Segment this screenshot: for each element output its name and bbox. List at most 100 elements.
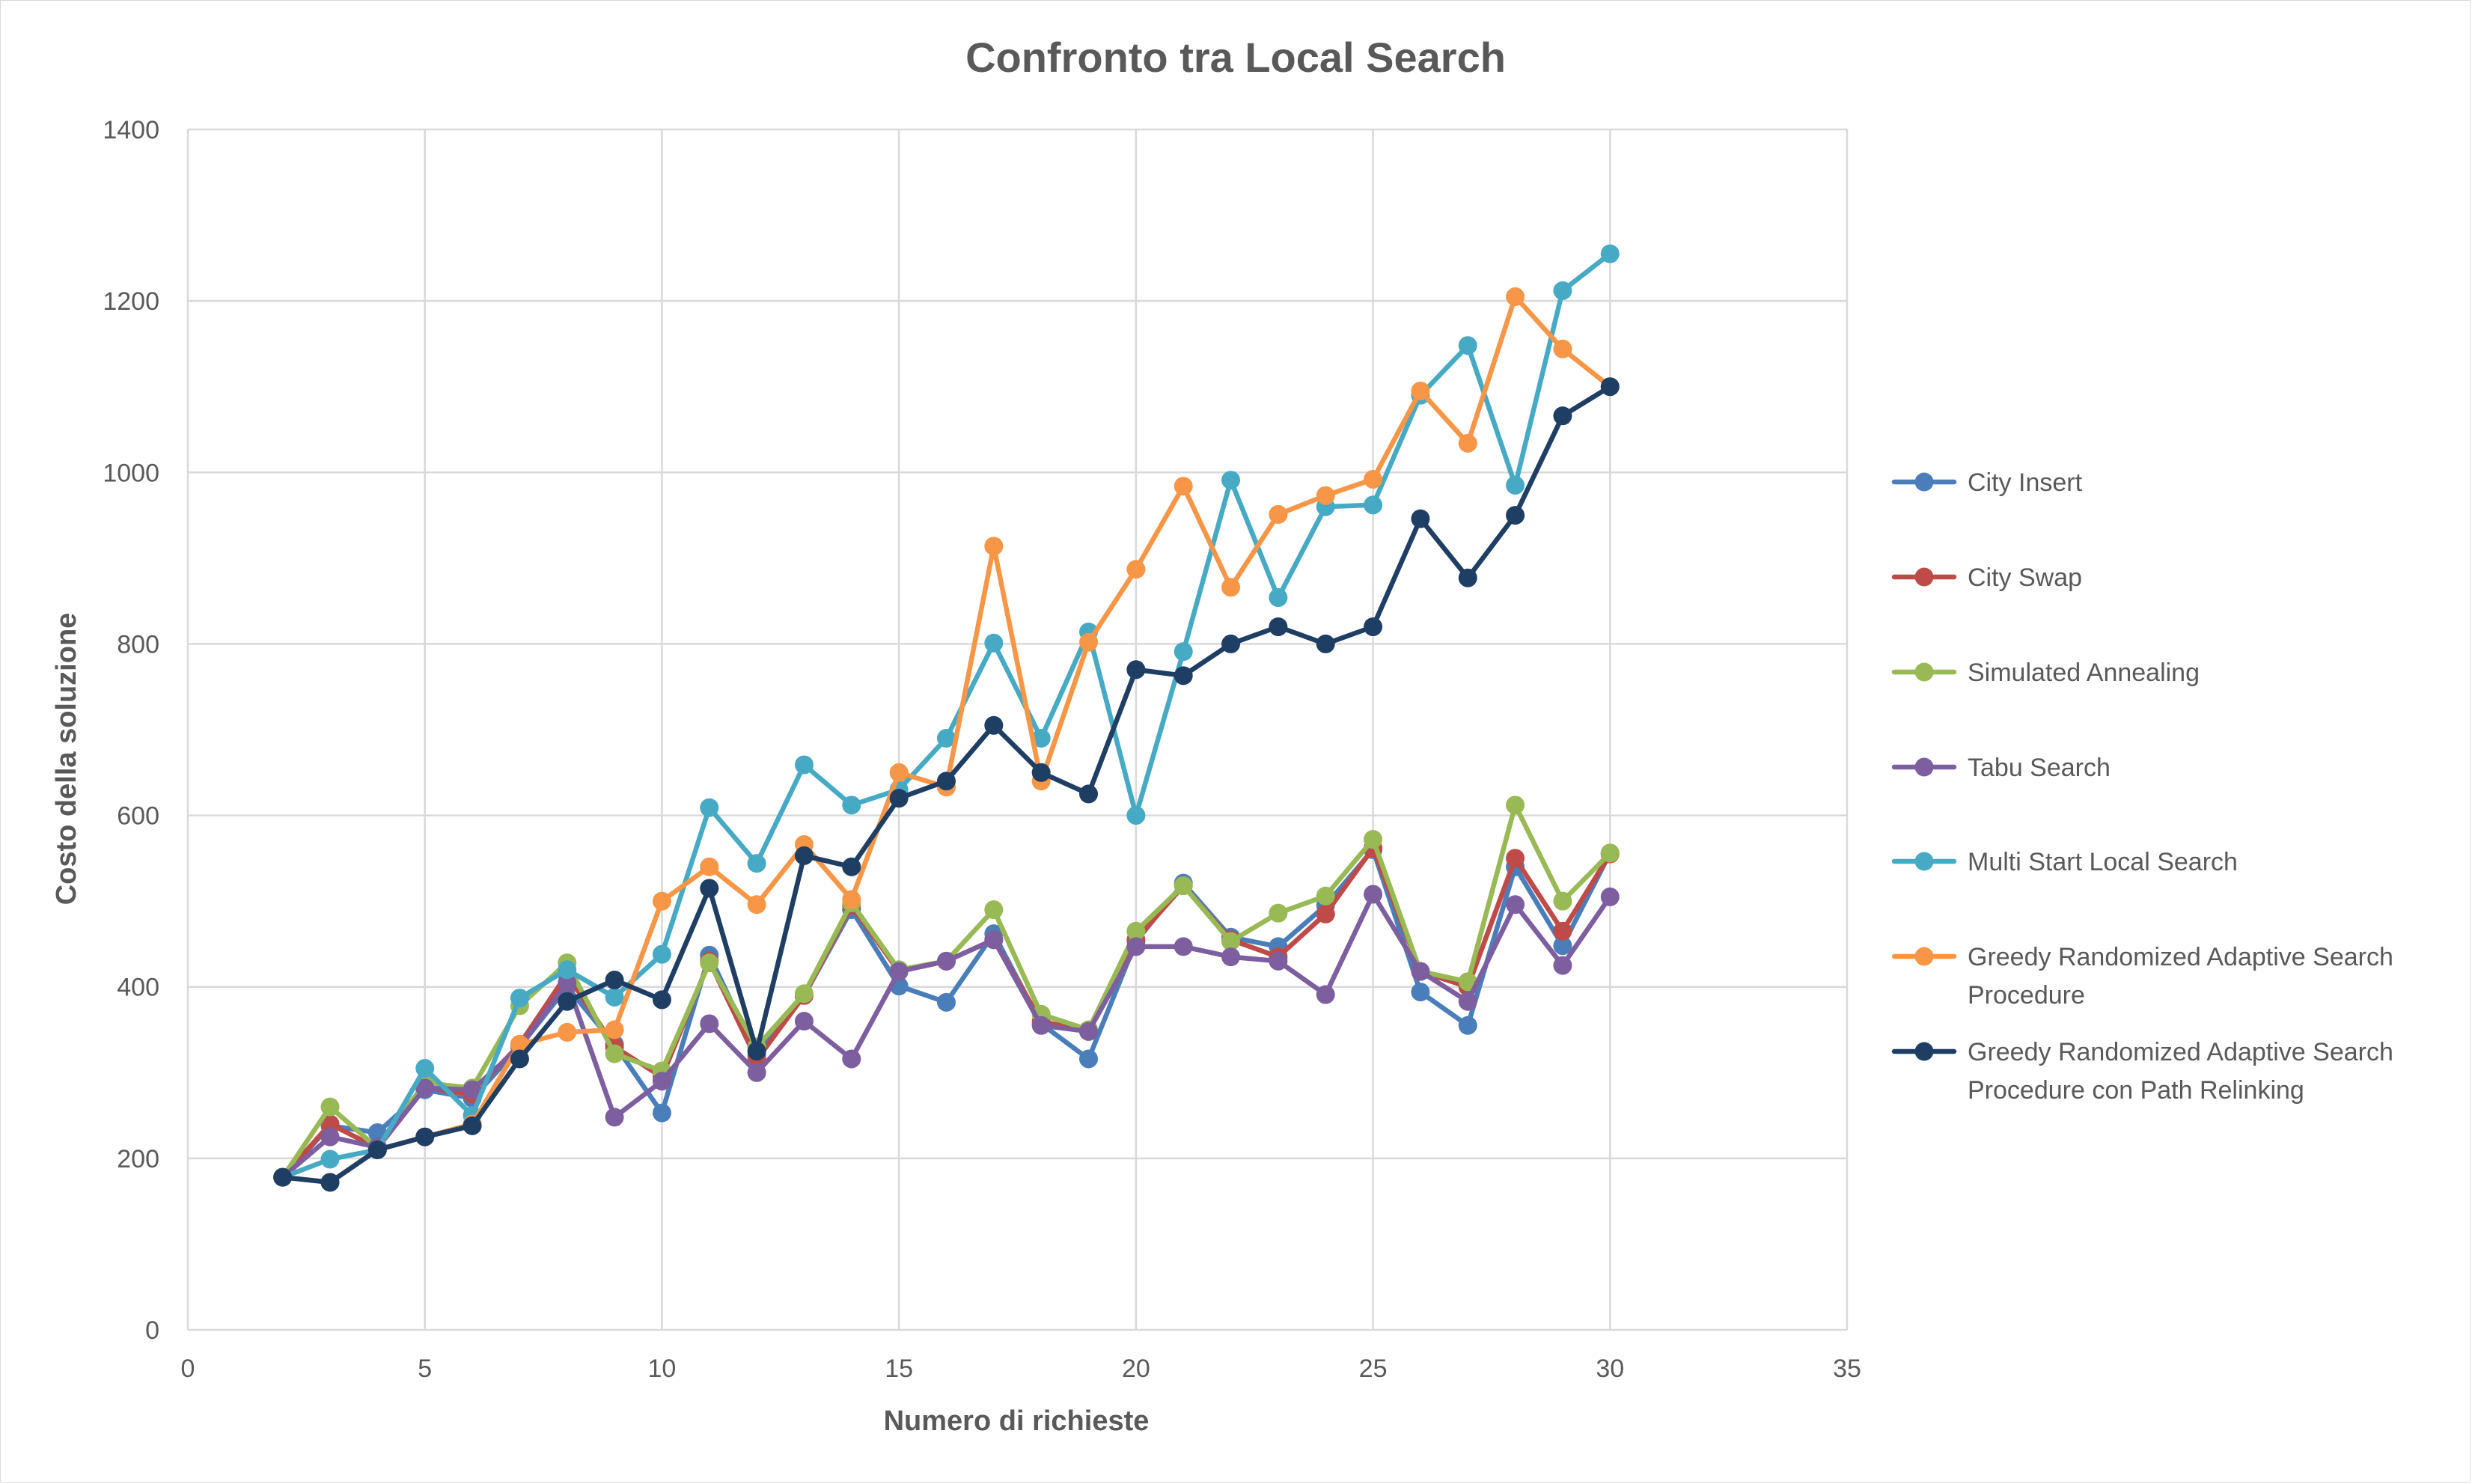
data-point (1031, 763, 1051, 782)
data-point (1506, 895, 1525, 914)
data-point (1600, 843, 1620, 863)
data-point (1316, 634, 1335, 653)
data-point (747, 895, 766, 914)
x-tick-label: 30 (1596, 1355, 1624, 1383)
legend-label: Greedy Randomized Adaptive Search (1968, 943, 2393, 971)
legend-label: Tabu Search (1968, 754, 2111, 782)
data-point (558, 1022, 577, 1042)
y-tick-label: 400 (117, 974, 159, 1002)
data-point (1126, 806, 1146, 825)
data-point (1269, 504, 1288, 524)
data-point (1174, 477, 1193, 496)
series-line (280, 891, 1613, 1180)
data-point (415, 1127, 435, 1146)
data-point (1458, 972, 1477, 992)
data-point (558, 973, 577, 992)
data-point (1411, 381, 1430, 400)
data-point (842, 857, 861, 876)
data-point (1553, 956, 1572, 975)
legend-marker (1914, 1042, 1934, 1061)
data-point (1600, 244, 1620, 263)
data-point (1364, 617, 1383, 637)
data-point (1079, 1049, 1099, 1069)
data-point (415, 1078, 435, 1098)
data-point (700, 857, 719, 876)
data-point (1269, 903, 1288, 923)
data-point (510, 989, 529, 1008)
data-point (984, 633, 1004, 653)
x-tick-label: 10 (648, 1355, 677, 1383)
data-point (1458, 568, 1477, 587)
legend-marker (1914, 662, 1934, 682)
data-point (747, 854, 766, 873)
data-point (700, 953, 719, 973)
data-point (558, 992, 577, 1011)
data-point (794, 1012, 814, 1031)
data-point (984, 537, 1004, 556)
data-point (842, 890, 861, 909)
legend-label: City Insert (1968, 468, 2083, 497)
data-point (747, 1042, 766, 1061)
data-point (320, 1127, 340, 1146)
data-point (652, 1072, 671, 1091)
grid-layer (186, 128, 1849, 1331)
legend-marker (1914, 757, 1934, 777)
data-point (1079, 784, 1099, 804)
legend-label: City Swap (1968, 564, 2082, 592)
data-point (1316, 886, 1335, 906)
data-point (1126, 660, 1146, 680)
data-point (1079, 1022, 1099, 1041)
data-point (1364, 469, 1383, 489)
y-tick-label: 0 (145, 1316, 159, 1345)
data-point (1411, 509, 1430, 528)
series-line (280, 802, 1613, 1180)
y-tick-label: 200 (117, 1145, 159, 1173)
legend-label: Procedure (1968, 981, 2085, 1010)
data-point (1506, 506, 1525, 525)
legend-item: Greedy Randomized Adaptive Search Procedu… (1891, 1038, 2393, 1105)
data-point (605, 1108, 624, 1127)
data-point (889, 789, 909, 808)
data-point (936, 951, 956, 971)
data-point (652, 944, 671, 964)
series-group (273, 244, 1620, 1187)
data-point (984, 930, 1004, 950)
data-point (1316, 486, 1335, 505)
x-tick-label: 25 (1359, 1355, 1388, 1383)
data-point (1269, 617, 1288, 637)
data-point (1316, 904, 1335, 923)
data-point (1553, 406, 1572, 426)
legend-item: Multi Start Local Search (1891, 848, 2238, 876)
legend: City Insert City Swap Simulated Annealing T… (1891, 468, 2393, 1105)
x-tick-label: 15 (885, 1355, 913, 1383)
data-point (1221, 947, 1241, 967)
data-point (1506, 475, 1525, 495)
data-point (1221, 578, 1241, 597)
data-point (794, 984, 814, 1004)
data-point (1506, 796, 1525, 815)
data-point (889, 763, 909, 782)
data-point (936, 728, 956, 748)
data-point (936, 772, 956, 791)
x-axis-title: Numero di richieste (884, 1405, 1150, 1437)
series-line (280, 251, 1613, 1180)
data-point (747, 1063, 766, 1082)
data-point (415, 1059, 435, 1078)
legend-label: Multi Start Local Search (1968, 848, 2238, 876)
data-point (320, 1097, 340, 1117)
data-point (1458, 992, 1477, 1011)
data-point (794, 755, 814, 775)
data-point (794, 846, 814, 865)
legend-item: City Insert (1891, 468, 2083, 497)
data-point (510, 1049, 529, 1069)
data-point (1553, 891, 1572, 911)
data-point (700, 798, 719, 817)
data-point (1079, 632, 1099, 652)
data-point (1506, 849, 1525, 868)
legend-label: Simulated Annealing (1968, 659, 2200, 687)
data-point (1600, 377, 1620, 397)
data-point (936, 992, 956, 1012)
data-point (1553, 936, 1572, 956)
data-point (1126, 560, 1146, 579)
